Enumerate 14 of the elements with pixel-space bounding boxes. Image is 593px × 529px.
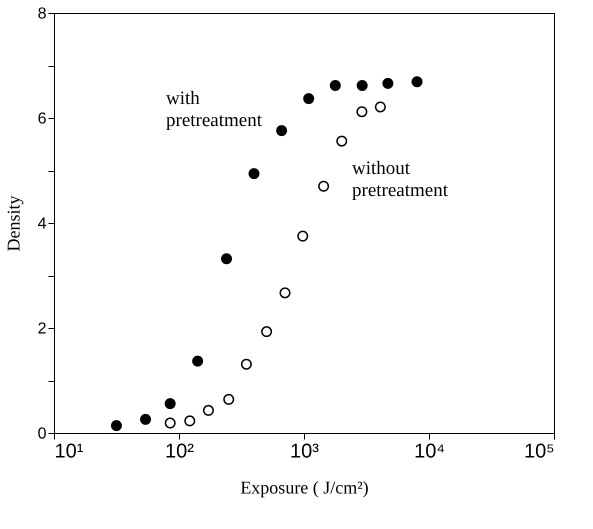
y-tick-label: 2	[38, 320, 47, 338]
y-axis-title: Density	[4, 196, 24, 252]
x-tick-label: 10²	[165, 440, 194, 462]
y-tick-label: 0	[38, 426, 47, 442]
series-label: without pretreatment	[352, 158, 449, 201]
x-tick-label: 10¹	[54, 440, 84, 462]
x-tick-label: 10³	[290, 440, 320, 462]
y-tick-label: 8	[38, 6, 47, 22]
y-tick-label: 4	[38, 216, 47, 232]
y-tick-label: 6	[38, 110, 47, 128]
x-axis-title: Exposure ( J/cm²)	[240, 478, 369, 498]
x-tick-label: 10⁵	[524, 440, 554, 462]
x-tick-label: 10⁴	[414, 440, 445, 462]
series-label: with pretreatment	[166, 88, 263, 131]
